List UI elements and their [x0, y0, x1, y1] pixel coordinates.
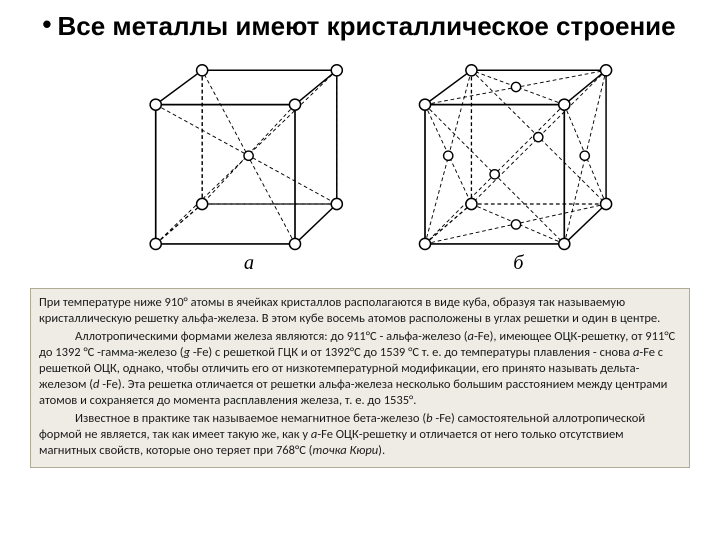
- para-2: Аллотропическими формами железа являются…: [39, 329, 681, 409]
- para-1: При температуре ниже 910° атомы в ячейка…: [39, 295, 681, 327]
- slide: •Все металлы имеют кристаллическое строе…: [0, 0, 720, 540]
- bcc-label: а: [244, 252, 254, 274]
- bcc-cube: а: [150, 65, 342, 274]
- title-text: Все металлы имеют кристаллическое строен…: [57, 11, 675, 41]
- lattice-svg: а: [100, 50, 620, 280]
- slide-title: •Все металлы имеют кристаллическое строе…: [30, 10, 690, 42]
- para-3: Известное в практике так называемое нема…: [39, 411, 681, 459]
- title-bullet: •: [42, 9, 57, 39]
- fcc-cube: б: [419, 65, 611, 274]
- lattice-figure: а: [30, 50, 690, 280]
- fcc-label: б: [513, 252, 524, 274]
- description-box: При температуре ниже 910° атомы в ячейка…: [30, 288, 690, 468]
